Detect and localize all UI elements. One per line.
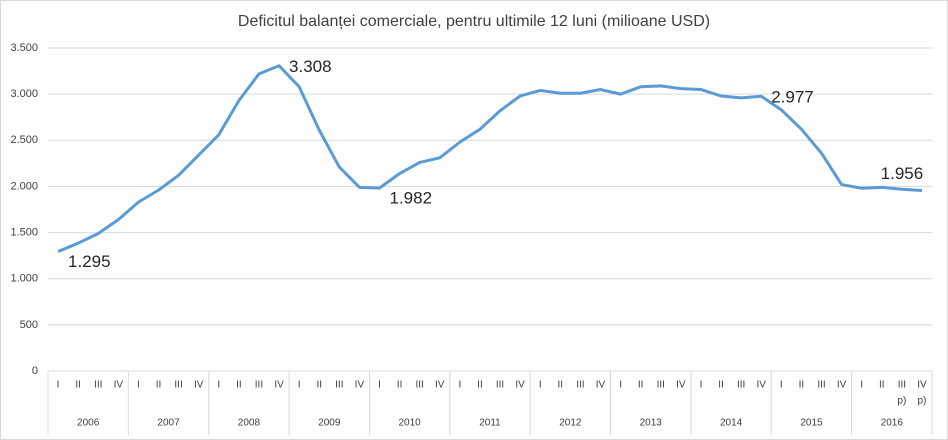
x-tick-label: IV — [837, 380, 847, 391]
y-tick-label: 0 — [32, 365, 38, 377]
year-label: 2007 — [157, 418, 180, 429]
x-tick-note: p) — [897, 396, 906, 407]
x-tick-label: IV — [757, 380, 767, 391]
data-line — [57, 64, 923, 253]
x-tick-label: IV — [274, 380, 284, 391]
year-label: 2006 — [77, 418, 100, 429]
year-label: 2009 — [318, 418, 341, 429]
x-tick-label: II — [156, 380, 162, 391]
x-tick-label: I — [298, 380, 301, 391]
x-tick-label: III — [174, 380, 182, 391]
x-tick-label: II — [316, 380, 322, 391]
x-tick-label: III — [496, 380, 504, 391]
x-tick-label: II — [799, 380, 805, 391]
x-tick-label: I — [217, 380, 220, 391]
x-tick-label: II — [397, 380, 403, 391]
year-label: 2013 — [640, 418, 663, 429]
x-tick-label: IV — [355, 380, 365, 391]
x-tick-label: II — [879, 380, 885, 391]
x-tick-label: III — [576, 380, 584, 391]
year-label: 2011 — [479, 418, 501, 429]
data-label: 3.308 — [289, 57, 332, 76]
data-label: 1.295 — [68, 252, 111, 271]
x-tick-label: I — [780, 380, 783, 391]
x-tick-label: III — [898, 380, 906, 391]
x-tick-label: II — [477, 380, 483, 391]
year-label: 2008 — [238, 418, 261, 429]
data-label: 1.982 — [390, 189, 433, 208]
y-tick-label: 3.500 — [10, 42, 38, 54]
x-tick-label: III — [335, 380, 343, 391]
y-tick-label: 1.500 — [10, 226, 38, 238]
year-label: 2010 — [399, 418, 422, 429]
y-tick-label: 2.000 — [10, 180, 38, 192]
year-label: 2012 — [559, 418, 582, 429]
x-tick-label: III — [416, 380, 424, 391]
data-label: 2.977 — [771, 88, 814, 107]
x-tick-label: III — [817, 380, 825, 391]
y-tick-label: 500 — [20, 319, 38, 331]
chart-title: Deficitul balanței comerciale, pentru ul… — [238, 13, 710, 30]
x-tick-label: III — [657, 380, 665, 391]
x-tick-label: I — [57, 380, 60, 391]
y-tick-label: 3.000 — [10, 88, 38, 100]
x-tick-label: I — [700, 380, 703, 391]
x-tick-label: I — [137, 380, 140, 391]
x-tick-label: I — [378, 380, 381, 391]
x-tick-label: IV — [596, 380, 606, 391]
x-tick-label: II — [236, 380, 242, 391]
x-tick-label: I — [860, 380, 863, 391]
x-tick-label: III — [737, 380, 745, 391]
x-tick-label: IV — [194, 380, 204, 391]
x-tick-label: I — [619, 380, 622, 391]
year-label: 2014 — [720, 418, 743, 429]
x-tick-label: II — [638, 380, 644, 391]
year-label: 2016 — [881, 418, 904, 429]
x-tick-label: IV — [515, 380, 525, 391]
x-tick-label: I — [539, 380, 542, 391]
x-tick-note: p) — [918, 396, 927, 407]
x-tick-label: II — [718, 380, 724, 391]
x-tick-label: IV — [676, 380, 686, 391]
year-label: 2015 — [800, 418, 823, 429]
data-label: 1.956 — [881, 164, 924, 183]
x-tick-label: III — [255, 380, 263, 391]
y-tick-label: 1.000 — [10, 273, 38, 285]
x-tick-label: II — [75, 380, 81, 391]
x-tick-label: II — [558, 380, 564, 391]
x-tick-label: IV — [114, 380, 124, 391]
x-tick-label: IV — [435, 380, 445, 391]
x-tick-label: IV — [917, 380, 927, 391]
x-tick-label: III — [94, 380, 102, 391]
y-tick-label: 2.500 — [10, 134, 38, 146]
x-tick-label: I — [458, 380, 461, 391]
